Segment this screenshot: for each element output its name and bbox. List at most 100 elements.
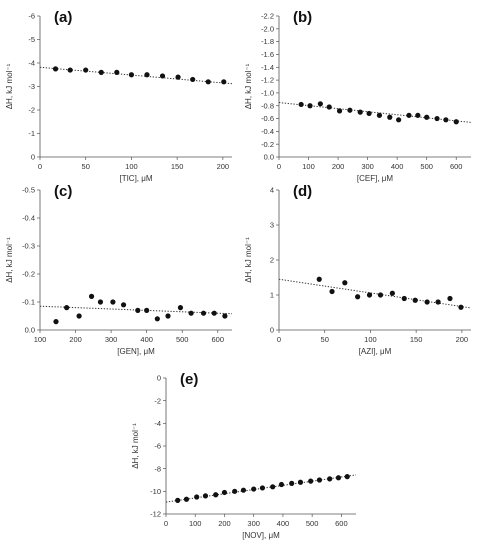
y-tick-label: -2 [154,396,161,405]
x-tick-label: 500 [176,335,189,344]
data-point [307,103,313,109]
data-point [326,104,332,110]
data-point [447,295,453,302]
y-tick-label: 0.0 [25,326,35,335]
panel-label: (c) [54,183,72,200]
data-point [289,480,295,486]
x-tick-label: 400 [391,162,404,171]
x-tick-label: 400 [140,335,153,344]
y-axis-label: ΔH, kJ mol⁻¹ [244,237,253,283]
data-point [347,107,353,113]
data-point [357,109,363,115]
y-tick-label: -5 [28,35,35,44]
y-tick-label: -3 [28,82,35,91]
y-tick-label: -8 [154,464,161,473]
data-point [190,76,196,83]
y-tick-label: -10 [150,487,161,496]
x-tick-label: 100 [125,162,138,171]
data-point [278,481,285,488]
data-point [183,496,190,502]
data-point [144,72,150,78]
y-tick-label: -0.3 [22,242,35,251]
data-point [114,69,120,75]
x-tick-label: 300 [247,519,260,528]
y-axis-label: ΔH, kJ mol⁻¹ [131,423,140,469]
data-point [97,299,104,305]
y-tick-label: 1 [270,291,274,300]
x-tick-label: 50 [82,162,90,171]
data-point [316,276,322,282]
data-point [316,477,323,483]
data-point [412,297,418,303]
y-tick-label: -0.1 [22,298,35,307]
x-tick-label: 100 [34,335,47,344]
data-point [194,494,200,500]
data-point [98,69,104,75]
data-point [387,114,393,120]
x-tick-label: 500 [420,162,433,171]
y-tick-label: -4 [154,419,161,428]
y-tick-label: 0 [31,153,35,162]
trend-line [278,278,472,309]
data-point [205,79,211,85]
chart-panel-3: 100 200 300 400 500 600 -0.5 -0.4 -0.3 -0.2 -0.1 0.… [5,183,233,356]
data-point [222,313,228,319]
x-axis-label: [NOV], μM [242,531,280,540]
data-point [175,74,181,80]
y-tick-label: -6 [28,12,35,21]
y-tick-label: -4 [28,59,35,68]
chart-panel-5: 0 100 200 300 400 500 600 -12 -10 -8 -6 -4 -2 0 [NOV],… [131,371,357,540]
y-tick-label: -6 [154,442,161,451]
data-point [232,488,238,494]
x-tick-label: 100 [189,519,202,528]
data-point [335,475,342,481]
data-point [177,305,184,311]
y-axis-label: ΔH, kJ mol⁻¹ [5,63,14,109]
y-tick-label: -2.0 [261,24,274,33]
x-tick-label: 300 [361,162,374,171]
y-axis-label: ΔH, kJ mol⁻¹ [244,63,253,109]
x-tick-label: 200 [69,335,82,344]
data-point [221,489,228,496]
y-tick-label: -0.6 [261,114,274,123]
data-point [175,497,181,503]
data-point [251,486,257,492]
x-tick-label: 0 [277,162,281,171]
x-tick-label: 100 [302,162,315,171]
x-tick-label: 300 [105,335,118,344]
x-axis-label: [CEF], μM [357,174,394,183]
data-point [53,319,59,325]
y-tick-label: 0 [157,374,161,383]
y-tick-label: -1.6 [261,50,274,59]
y-tick-label: -1.2 [261,76,274,85]
x-tick-label: 600 [335,519,348,528]
y-tick-label: -0.2 [22,270,35,279]
data-point [202,493,209,499]
chart-panel-4: 0 50 100 150 200 0 1 2 3 4 [AZI], μM ΔH, kJ mol⁻¹ (d… [244,183,472,356]
panel-label: (e) [180,371,198,388]
y-tick-label: -0.5 [22,186,35,195]
y-tick-label: -0.4 [22,214,35,223]
data-point [424,299,430,305]
chart-panel-1: 0 50 100 150 200 -6 -5 -4 -3 -2 -1 0 [TIC], μM ΔH, kJ… [5,9,233,183]
x-tick-label: 200 [217,162,230,171]
data-point [128,72,135,78]
x-tick-label: 200 [332,162,345,171]
data-point [270,484,276,490]
y-tick-label: -1.8 [261,37,274,46]
data-point [120,302,127,308]
x-axis-label: [AZI], μM [359,347,392,356]
data-point [165,313,171,319]
y-tick-label: -0.2 [261,140,274,149]
data-point [424,114,430,120]
x-tick-label: 150 [171,162,184,171]
data-point [355,294,361,300]
data-point [344,474,350,480]
data-point [188,310,194,316]
y-tick-label: -2.2 [261,12,274,21]
data-point [297,479,304,485]
data-point [435,299,441,305]
data-point [389,290,395,296]
x-tick-label: 150 [410,335,423,344]
